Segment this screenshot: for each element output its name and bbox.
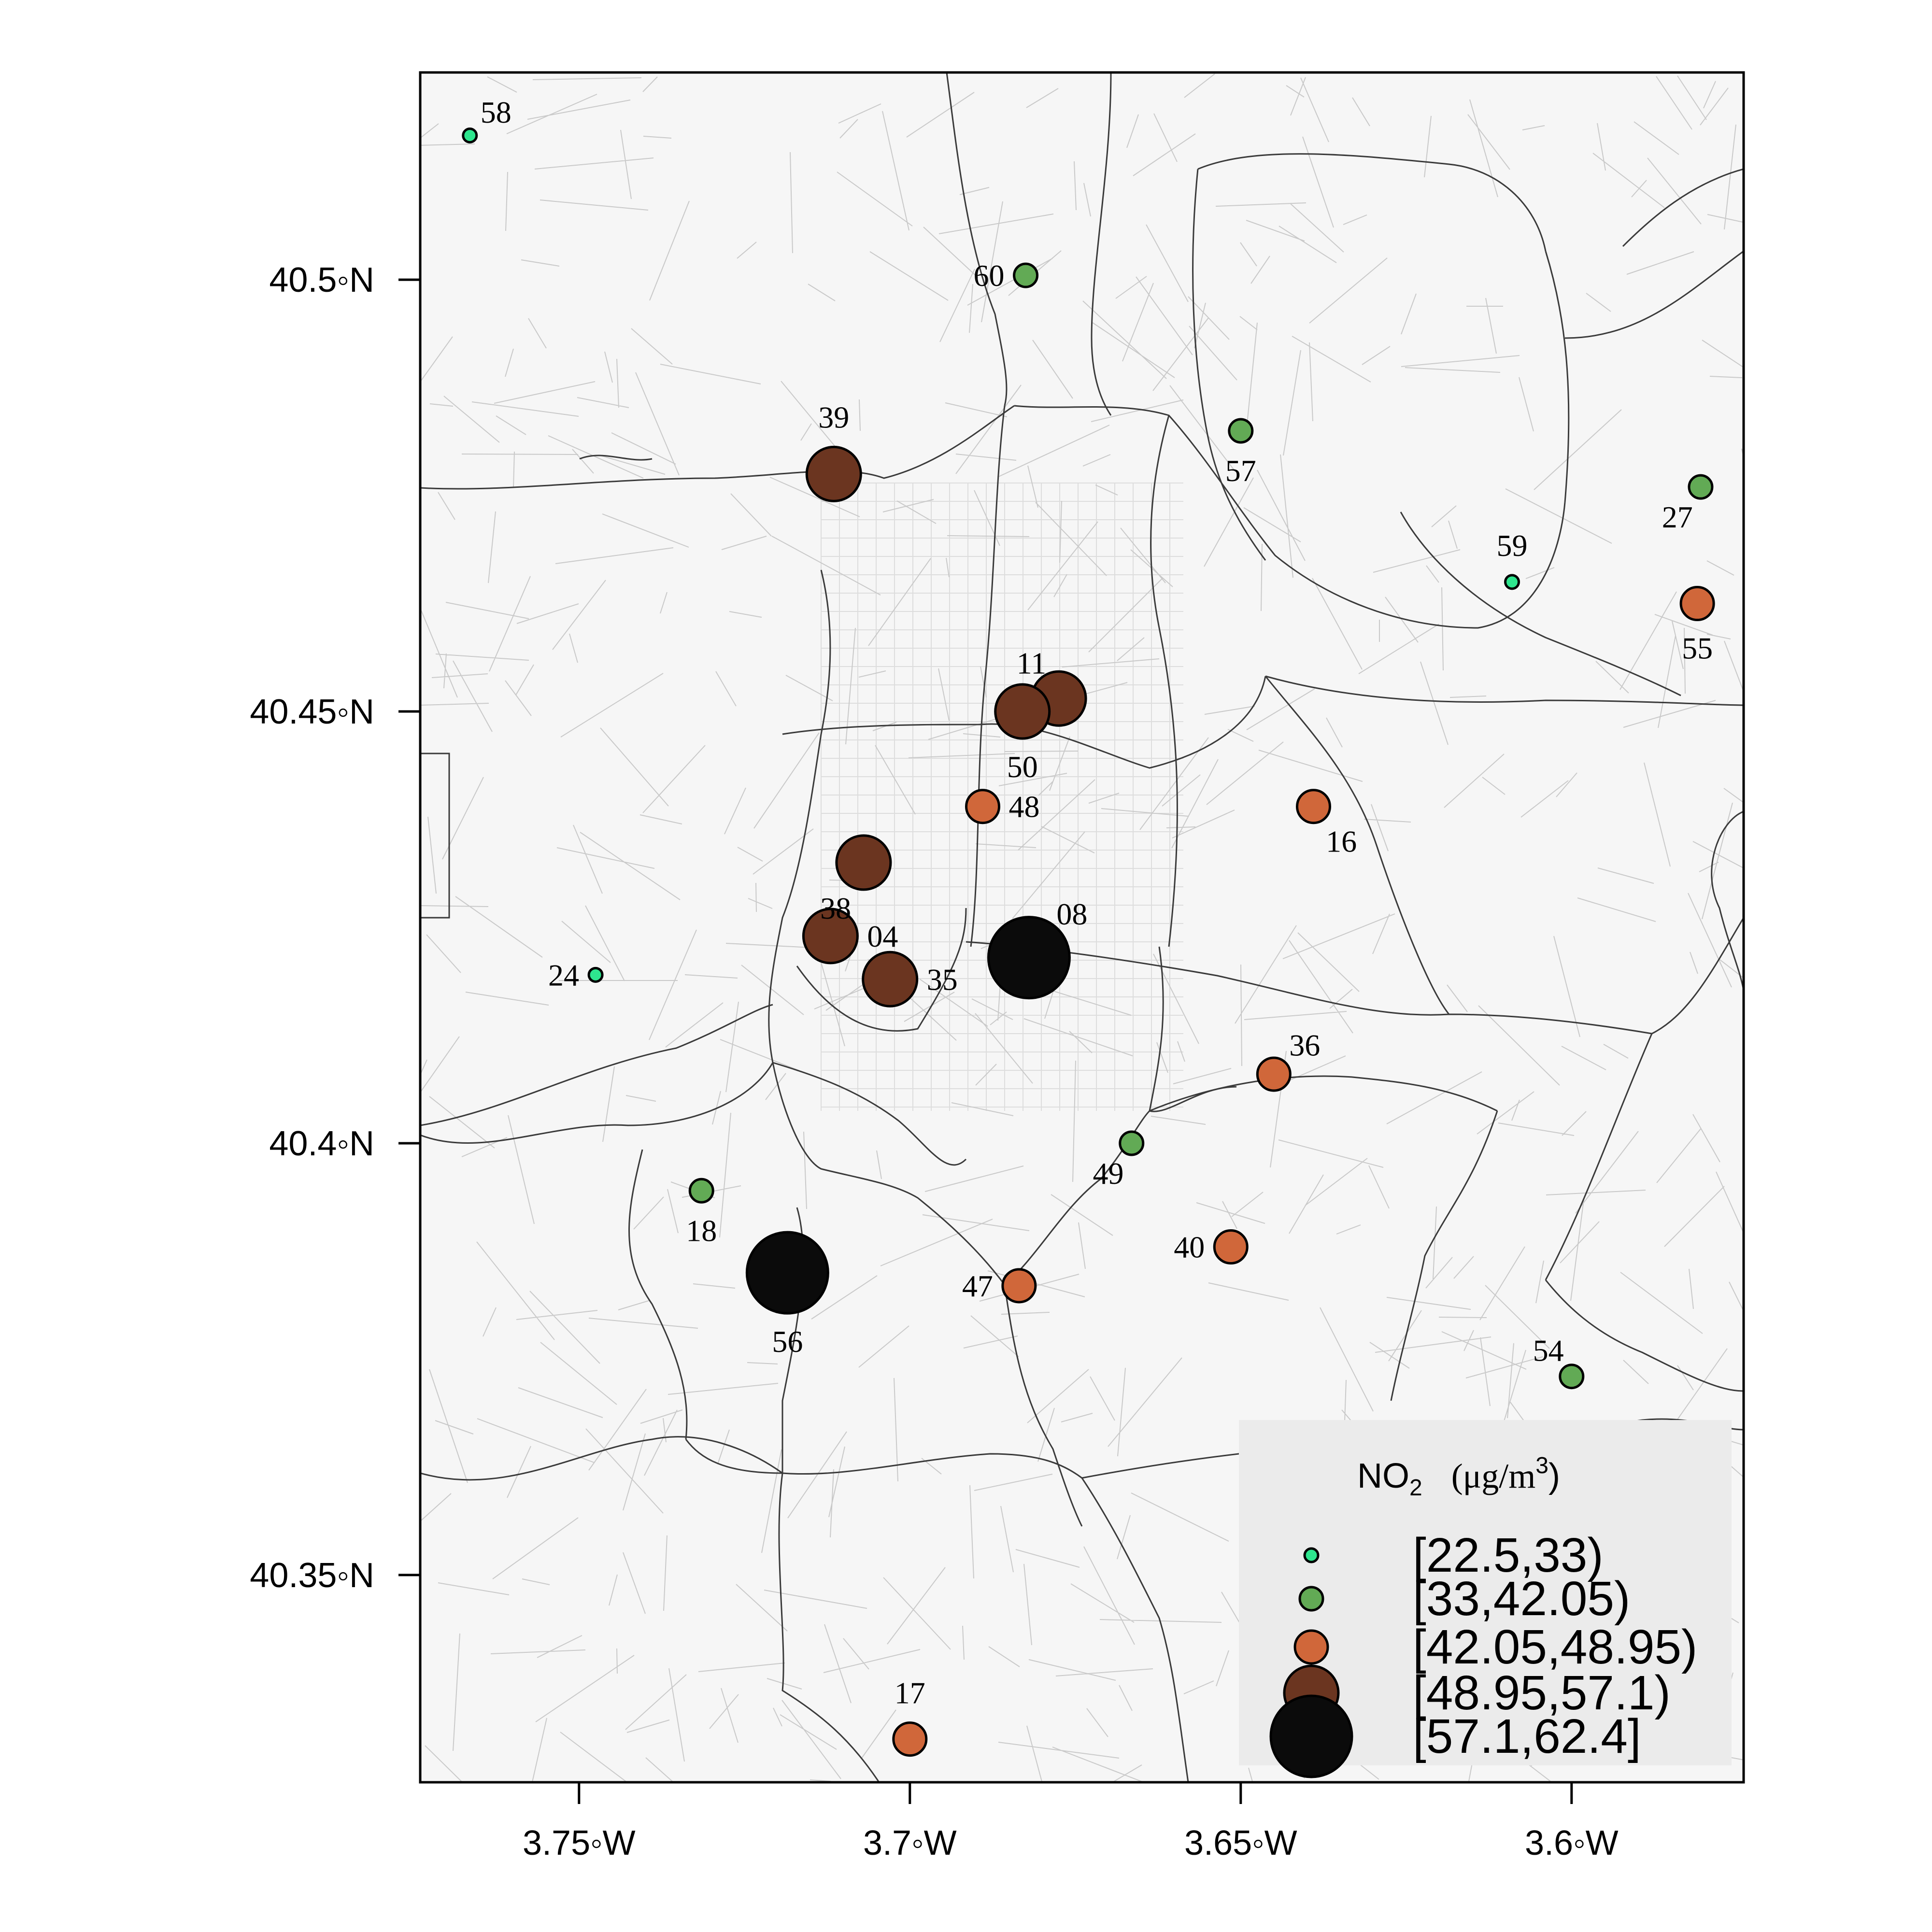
station-label-18: 18 — [686, 1213, 717, 1248]
station-marker-36 — [1256, 1056, 1292, 1092]
y-tick-label-1: 40.45◦N — [250, 693, 374, 731]
station-marker-47 — [1001, 1268, 1037, 1304]
station-marker-57 — [1228, 418, 1254, 444]
legend-swatch-0 — [1303, 1547, 1320, 1563]
x-tick-label-3: 3.6◦W — [1525, 1824, 1619, 1862]
station-marker-55 — [1679, 586, 1715, 622]
district-boundaries — [420, 72, 1744, 1782]
legend-label-2: [42.05,48.95) — [1413, 1620, 1697, 1674]
station-label-08: 08 — [1056, 897, 1087, 931]
station-label-47: 47 — [962, 1269, 993, 1303]
station-label-48: 48 — [1009, 790, 1040, 824]
station-marker-48 — [965, 789, 1000, 824]
legend-swatch-2 — [1293, 1629, 1329, 1665]
station-label-36: 36 — [1289, 1028, 1320, 1063]
station-labels: 58 60 57 39 27 59 55 11 50 48 16 38 04 08 35 24 36 49 18 40… — [481, 95, 1713, 1710]
station-label-59: 59 — [1497, 528, 1528, 563]
station-marker-17 — [892, 1721, 928, 1757]
station-label-27: 27 — [1662, 500, 1693, 534]
x-tick-label-1: 3.7◦W — [863, 1824, 957, 1862]
station-marker-35 — [862, 951, 919, 1008]
legend-label-3: [48.95,57.1) — [1413, 1666, 1671, 1720]
station-marker-39 — [805, 445, 862, 502]
station-marker-54 — [1559, 1364, 1585, 1390]
station-marker-59 — [1504, 574, 1520, 590]
station-marker-60 — [1013, 262, 1039, 288]
x-tick-label-2: 3.65◦W — [1184, 1824, 1297, 1862]
station-label-17: 17 — [895, 1676, 925, 1710]
station-label-60: 60 — [974, 258, 1005, 293]
station-label-55: 55 — [1682, 631, 1713, 666]
station-label-58: 58 — [481, 95, 511, 129]
station-label-54: 54 — [1533, 1333, 1564, 1367]
y-tick-label-0: 40.5◦N — [269, 261, 374, 299]
legend-label-4: [57.1,62.4] — [1413, 1709, 1641, 1763]
plot-frame — [419, 71, 1745, 1784]
station-marker-24 — [587, 966, 604, 983]
station-marker-18 — [688, 1178, 714, 1204]
legend: NO2 (μg/m3) [22.5,33)[33,42.05)[42.05,48.… — [1239, 1420, 1732, 1778]
legend-label-1: [33,42.05) — [1413, 1572, 1630, 1626]
legend-label-0: [22.5,33) — [1413, 1528, 1604, 1582]
station-marker-16 — [1296, 789, 1331, 824]
station-marker-27 — [1688, 474, 1714, 500]
station-marker-50 — [994, 683, 1051, 740]
station-marker-40 — [1213, 1229, 1249, 1265]
legend-swatch-1 — [1298, 1586, 1324, 1612]
street-network — [420, 73, 1744, 1782]
street-grid-center — [821, 483, 1183, 1111]
station-marker-49 — [1119, 1130, 1145, 1156]
station-marker-38 — [835, 834, 892, 891]
station-label-11: 11 — [1017, 646, 1047, 681]
station-label-04: 04 — [867, 919, 898, 953]
station-label-24: 24 — [548, 958, 579, 992]
station-marker-08 — [987, 916, 1071, 1000]
station-label-35: 35 — [927, 962, 958, 996]
station-marker-58 — [462, 128, 478, 144]
station-label-56: 56 — [772, 1324, 803, 1359]
y-tick-label-3: 40.35◦N — [250, 1556, 374, 1595]
x-axis: 3.75◦W 3.7◦W 3.65◦W 3.6◦W — [523, 1782, 1619, 1862]
station-label-16: 16 — [1326, 824, 1357, 859]
station-label-40: 40 — [1174, 1230, 1205, 1264]
station-marker-04 — [802, 908, 859, 965]
station-label-50: 50 — [1007, 750, 1038, 784]
legend-swatch-4 — [1269, 1694, 1353, 1778]
legend-items: [22.5,33)[33,42.05)[42.05,48.95)[48.95,5… — [1269, 1528, 1697, 1778]
y-tick-label-2: 40.4◦N — [269, 1124, 374, 1163]
station-label-39: 39 — [818, 400, 849, 434]
station-label-38: 38 — [820, 891, 851, 925]
station-marker-56 — [745, 1231, 829, 1315]
x-tick-label-0: 3.75◦W — [523, 1824, 636, 1862]
legend-title: NO2 (μg/m3) — [1357, 1453, 1560, 1501]
station-label-57: 57 — [1225, 454, 1256, 488]
station-markers — [462, 128, 1715, 1757]
station-label-49: 49 — [1093, 1156, 1124, 1191]
y-axis: 40.5◦N 40.45◦N 40.4◦N 40.35◦N — [250, 261, 420, 1595]
